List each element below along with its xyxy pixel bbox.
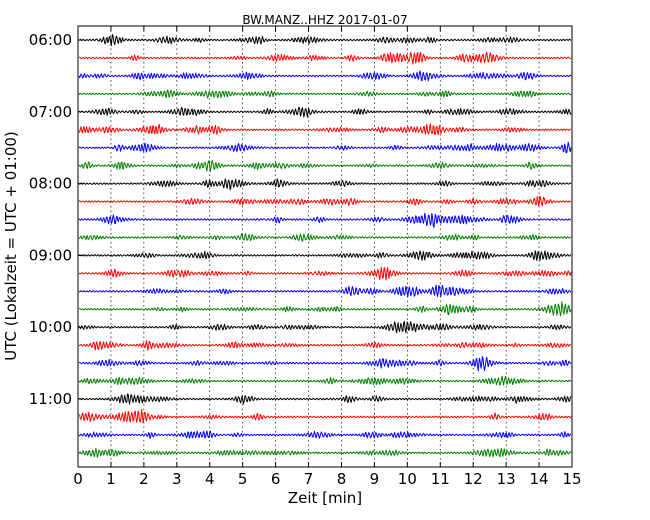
x-tick-label: 4	[205, 470, 215, 488]
x-tick-label: 5	[238, 470, 248, 488]
trace-1115	[78, 409, 572, 423]
trace-0715	[78, 123, 572, 136]
grid-lines	[110, 26, 540, 467]
x-tick-label: 14	[530, 470, 549, 488]
plot-frame	[77, 25, 573, 468]
x-axis-ticks: 0 1 2 3 4 5 6 7 8 9 10 11 12 13 14 15	[73, 26, 582, 488]
x-tick-label: 11	[431, 470, 450, 488]
trace-1030	[78, 356, 572, 372]
x-tick-label: 3	[172, 470, 182, 488]
trace-1130	[78, 430, 571, 439]
trace-0600	[78, 33, 572, 47]
trace-0800	[78, 178, 572, 191]
y-tick-label: 10:00	[29, 318, 72, 336]
seismic-traces	[78, 33, 572, 458]
x-tick-label: 12	[464, 470, 483, 488]
x-tick-label: 10	[398, 470, 417, 488]
trace-1045	[78, 375, 572, 386]
y-tick-label: 08:00	[29, 175, 72, 193]
trace-1145	[78, 447, 572, 458]
trace-1100	[78, 393, 572, 405]
y-tick-label: 09:00	[29, 246, 72, 264]
chart-title: BW.MANZ..HHZ 2017-01-07	[242, 13, 407, 27]
x-tick-label: 13	[497, 470, 516, 488]
trace-0915	[78, 266, 572, 281]
x-axis-label: Zeit [min]	[288, 489, 362, 507]
x-tick-label: 9	[370, 470, 380, 488]
y-axis-label: UTC (Lokalzeit = UTC + 01:00)	[2, 131, 20, 361]
trace-0815	[78, 195, 572, 207]
trace-0845	[78, 233, 572, 242]
trace-0945	[78, 301, 572, 317]
trace-0930	[78, 284, 572, 297]
trace-0900	[78, 250, 572, 261]
x-tick-label: 1	[106, 470, 116, 488]
y-tick-label: 06:00	[29, 31, 72, 49]
x-tick-label: 15	[562, 470, 581, 488]
y-axis-ticks: 06:00 07:00 08:00 09:00 10:00 11:00	[29, 31, 83, 408]
y-tick-label: 07:00	[29, 103, 72, 121]
y-tick-label: 11:00	[29, 390, 72, 408]
trace-0700	[78, 106, 572, 118]
x-tick-label: 8	[337, 470, 347, 488]
x-tick-label: 2	[139, 470, 149, 488]
x-tick-label: 7	[304, 470, 314, 488]
trace-1000	[78, 320, 572, 334]
trace-0745	[78, 160, 572, 172]
trace-1015	[78, 340, 572, 351]
trace-0615	[78, 51, 572, 65]
trace-0830	[78, 212, 572, 228]
x-tick-label: 0	[73, 470, 83, 488]
trace-0730	[78, 141, 572, 154]
trace-0645	[78, 89, 572, 99]
x-tick-label: 6	[271, 470, 281, 488]
trace-0630	[78, 70, 572, 82]
